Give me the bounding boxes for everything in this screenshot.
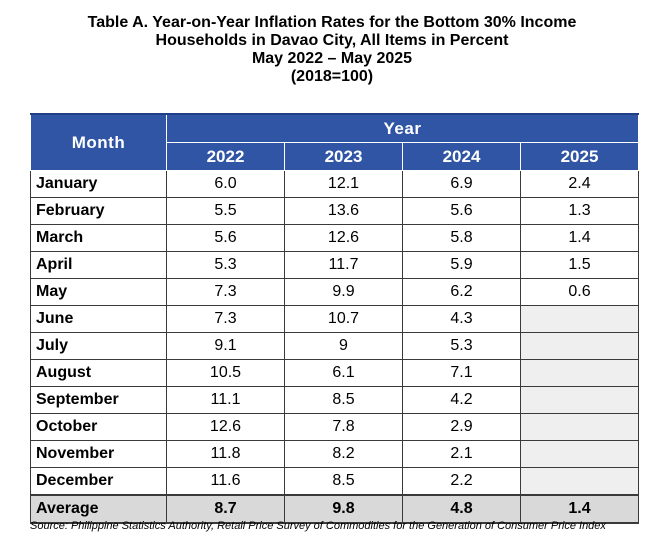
value-cell-2023: 6.1 <box>284 359 403 387</box>
average-value-2023: 9.8 <box>284 494 403 524</box>
value-cell-2022: 7.3 <box>166 305 285 333</box>
table-header: Month Year 2022 2023 2024 2025 <box>30 113 639 171</box>
value-cell-2022: 5.5 <box>166 197 285 225</box>
table-row: April 5.3 11.7 5.9 1.5 <box>30 251 639 279</box>
title-line-1: Table A. Year-on-Year Inflation Rates fo… <box>87 14 577 31</box>
month-cell: May <box>30 278 167 306</box>
value-cell-2025 <box>520 467 639 496</box>
table-row: November 11.8 8.2 2.1 <box>30 440 639 468</box>
table-row: October 12.6 7.8 2.9 <box>30 413 639 441</box>
value-cell-2022: 12.6 <box>166 413 285 441</box>
value-cell-2024: 2.2 <box>402 467 521 496</box>
value-cell-2024: 5.9 <box>402 251 521 279</box>
average-value-2025: 1.4 <box>520 494 639 524</box>
month-cell: November <box>30 440 167 468</box>
year-header-2022: 2022 <box>166 142 285 171</box>
table-row: June 7.3 10.7 4.3 <box>30 305 639 333</box>
average-value-2022: 8.7 <box>166 494 285 524</box>
average-label: Average <box>30 494 167 524</box>
year-header-2024: 2024 <box>402 142 521 171</box>
value-cell-2025 <box>520 332 639 360</box>
value-cell-2024: 5.8 <box>402 224 521 252</box>
table-row: May 7.3 9.9 6.2 0.6 <box>30 278 639 306</box>
table-row: January 6.0 12.1 6.9 2.4 <box>30 170 639 198</box>
value-cell-2023: 12.1 <box>284 170 403 198</box>
value-cell-2023: 8.2 <box>284 440 403 468</box>
month-cell: January <box>30 170 167 198</box>
value-cell-2023: 12.6 <box>284 224 403 252</box>
table-title: Table A. Year-on-Year Inflation Rates fo… <box>0 14 664 86</box>
value-cell-2024: 5.3 <box>402 332 521 360</box>
month-cell: July <box>30 332 167 360</box>
value-cell-2024: 7.1 <box>402 359 521 387</box>
table-row: July 9.1 9 5.3 <box>30 332 639 360</box>
value-cell-2022: 9.1 <box>166 332 285 360</box>
value-cell-2025 <box>520 413 639 441</box>
value-cell-2022: 11.8 <box>166 440 285 468</box>
year-header-2025: 2025 <box>520 142 639 171</box>
average-value-2024: 4.8 <box>402 494 521 524</box>
year-header-2023: 2023 <box>284 142 403 171</box>
value-cell-2022: 6.0 <box>166 170 285 198</box>
value-cell-2024: 4.2 <box>402 386 521 414</box>
month-cell: March <box>30 224 167 252</box>
month-cell: April <box>30 251 167 279</box>
value-cell-2022: 11.6 <box>166 467 285 496</box>
value-cell-2022: 5.6 <box>166 224 285 252</box>
value-cell-2023: 13.6 <box>284 197 403 225</box>
value-cell-2025: 1.5 <box>520 251 639 279</box>
value-cell-2025 <box>520 359 639 387</box>
value-cell-2024: 6.2 <box>402 278 521 306</box>
inflation-table: Month Year 2022 2023 2024 2025 January 6.… <box>30 113 639 524</box>
value-cell-2022: 5.3 <box>166 251 285 279</box>
value-cell-2025 <box>520 386 639 414</box>
value-cell-2024: 6.9 <box>402 170 521 198</box>
value-cell-2023: 11.7 <box>284 251 403 279</box>
value-cell-2022: 10.5 <box>166 359 285 387</box>
table-row: December 11.6 8.5 2.2 <box>30 467 639 496</box>
title-line-4: (2018=100) <box>290 68 374 85</box>
value-cell-2022: 7.3 <box>166 278 285 306</box>
value-cell-2025: 1.3 <box>520 197 639 225</box>
month-cell: August <box>30 359 167 387</box>
source-note: Source: Philippine Statistics Authority,… <box>30 520 606 532</box>
table-row: September 11.1 8.5 4.2 <box>30 386 639 414</box>
value-cell-2022: 11.1 <box>166 386 285 414</box>
value-cell-2023: 10.7 <box>284 305 403 333</box>
month-cell: October <box>30 413 167 441</box>
value-cell-2023: 9.9 <box>284 278 403 306</box>
average-row: Average 8.7 9.8 4.8 1.4 <box>30 494 639 524</box>
month-cell: June <box>30 305 167 333</box>
value-cell-2025 <box>520 440 639 468</box>
table-row: August 10.5 6.1 7.1 <box>30 359 639 387</box>
value-cell-2023: 7.8 <box>284 413 403 441</box>
year-column-header: Year <box>166 113 639 143</box>
value-cell-2023: 8.5 <box>284 467 403 496</box>
month-column-header: Month <box>30 113 167 171</box>
value-cell-2024: 4.3 <box>402 305 521 333</box>
value-cell-2025: 0.6 <box>520 278 639 306</box>
title-line-2: Households in Davao City, All Items in P… <box>155 32 509 49</box>
value-cell-2024: 5.6 <box>402 197 521 225</box>
value-cell-2025: 1.4 <box>520 224 639 252</box>
table-body: January 6.0 12.1 6.9 2.4 February 5.5 13.6 5.6 1.… <box>30 170 639 524</box>
title-line-3: May 2022 – May 2025 <box>251 50 413 67</box>
value-cell-2024: 2.9 <box>402 413 521 441</box>
value-cell-2024: 2.1 <box>402 440 521 468</box>
value-cell-2025: 2.4 <box>520 170 639 198</box>
month-cell: February <box>30 197 167 225</box>
month-cell: December <box>30 467 167 496</box>
value-cell-2025 <box>520 305 639 333</box>
value-cell-2023: 8.5 <box>284 386 403 414</box>
table-row: February 5.5 13.6 5.6 1.3 <box>30 197 639 225</box>
table-row: March 5.6 12.6 5.8 1.4 <box>30 224 639 252</box>
value-cell-2023: 9 <box>284 332 403 360</box>
month-cell: September <box>30 386 167 414</box>
